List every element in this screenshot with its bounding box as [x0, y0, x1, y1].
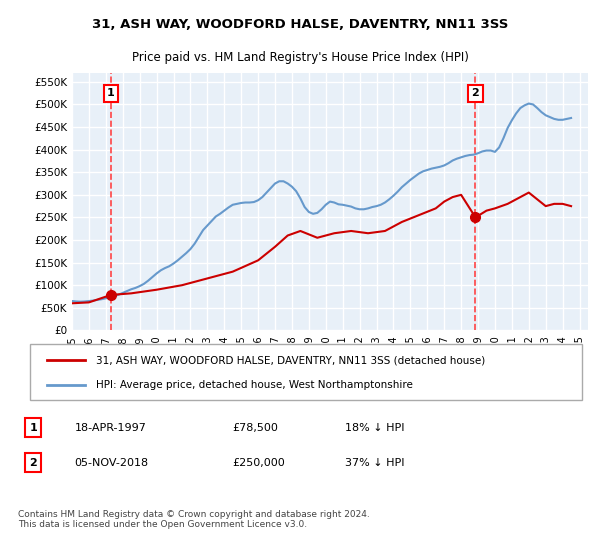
Text: 05-NOV-2018: 05-NOV-2018 — [74, 458, 149, 468]
Text: 31, ASH WAY, WOODFORD HALSE, DAVENTRY, NN11 3SS (detached house): 31, ASH WAY, WOODFORD HALSE, DAVENTRY, N… — [96, 355, 485, 365]
Text: HPI: Average price, detached house, West Northamptonshire: HPI: Average price, detached house, West… — [96, 380, 413, 390]
FancyBboxPatch shape — [30, 344, 582, 400]
Text: £78,500: £78,500 — [232, 423, 278, 432]
Text: 1: 1 — [107, 88, 115, 99]
Text: 37% ↓ HPI: 37% ↓ HPI — [345, 458, 404, 468]
Text: 2: 2 — [29, 458, 37, 468]
Text: 18-APR-1997: 18-APR-1997 — [74, 423, 146, 432]
Text: 18% ↓ HPI: 18% ↓ HPI — [345, 423, 404, 432]
Text: Price paid vs. HM Land Registry's House Price Index (HPI): Price paid vs. HM Land Registry's House … — [131, 51, 469, 64]
Text: 31, ASH WAY, WOODFORD HALSE, DAVENTRY, NN11 3SS: 31, ASH WAY, WOODFORD HALSE, DAVENTRY, N… — [92, 18, 508, 31]
Text: 2: 2 — [472, 88, 479, 99]
Text: Contains HM Land Registry data © Crown copyright and database right 2024.
This d: Contains HM Land Registry data © Crown c… — [18, 510, 370, 529]
Text: 1: 1 — [29, 423, 37, 432]
Text: £250,000: £250,000 — [232, 458, 285, 468]
